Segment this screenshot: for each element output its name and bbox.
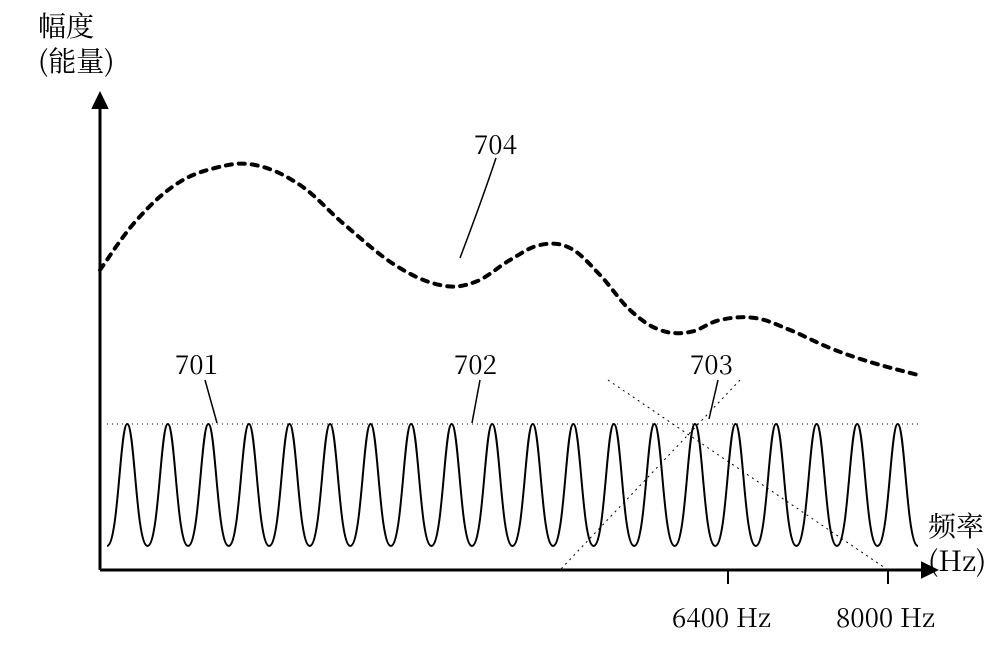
figure-stage: 幅度 (能量) 频率 (Hz) 6400 Hz 8000 Hz 701 702 …: [0, 0, 1000, 663]
figure-svg: [0, 0, 1000, 663]
